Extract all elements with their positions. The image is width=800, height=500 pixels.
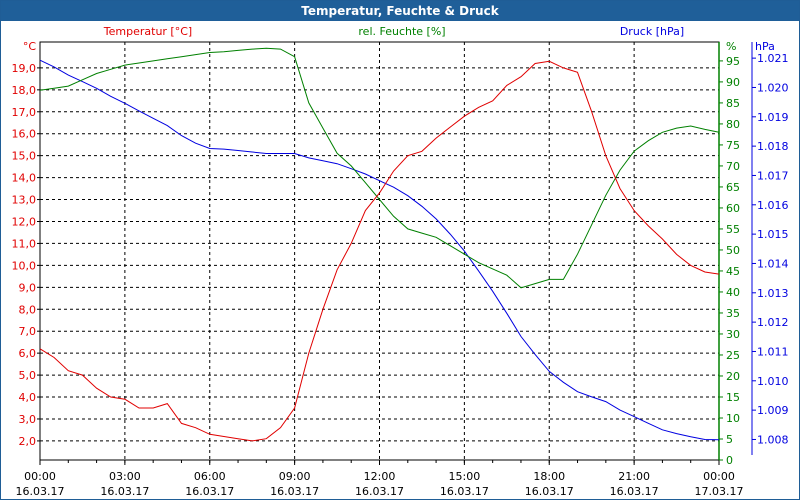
humidity-tick-label: 50 bbox=[726, 244, 740, 257]
humidity-tick-label: 40 bbox=[726, 286, 740, 299]
humidity-line bbox=[39, 47, 720, 289]
temp-tick-label: 13,0 bbox=[12, 194, 37, 207]
temp-tick-label: 14,0 bbox=[12, 172, 37, 185]
pressure-tick-label: 1.019 bbox=[757, 111, 789, 124]
humidity-unit: % bbox=[726, 40, 736, 53]
pressure-tick-label: 1.016 bbox=[757, 199, 789, 212]
x-tick-date: 16.03.17 bbox=[270, 485, 319, 498]
pressure-tick-label: 1.008 bbox=[757, 433, 789, 446]
humidity-tick-label: 20 bbox=[726, 370, 740, 383]
temp-tick-label: 11,0 bbox=[12, 237, 37, 250]
humidity-tick-label: 30 bbox=[726, 328, 740, 341]
x-tick-date: 16.03.17 bbox=[525, 485, 574, 498]
temperature-line bbox=[39, 60, 720, 442]
humidity-tick-label: 60 bbox=[726, 202, 740, 215]
temp-tick-label: 2,0 bbox=[19, 435, 37, 448]
x-tick-time: 12:00 bbox=[364, 470, 396, 483]
x-tick-time: 03:00 bbox=[109, 470, 141, 483]
humidity-tick-label: 0 bbox=[726, 454, 733, 467]
x-tick-date: 16.03.17 bbox=[16, 485, 65, 498]
humidity-tick-label: 45 bbox=[726, 265, 740, 278]
x-tick-time: 00:00 bbox=[703, 470, 735, 483]
x-tick-time: 09:00 bbox=[279, 470, 311, 483]
x-tick-time: 00:00 bbox=[24, 470, 56, 483]
temp-tick-label: 6,0 bbox=[19, 347, 37, 360]
pressure-tick-label: 1.010 bbox=[757, 375, 789, 388]
temp-tick-label: 16,0 bbox=[12, 128, 37, 141]
x-tick-date: 16.03.17 bbox=[100, 485, 149, 498]
temp-tick-label: 9,0 bbox=[19, 281, 37, 294]
pressure-unit: hPa bbox=[755, 40, 775, 53]
pressure-tick-label: 1.017 bbox=[757, 169, 789, 182]
x-tick-date: 17.03.17 bbox=[695, 485, 744, 498]
temp-tick-label: 18,0 bbox=[12, 84, 37, 97]
temp-tick-label: 7,0 bbox=[19, 325, 37, 338]
pressure-tick-label: 1.015 bbox=[757, 228, 789, 241]
humidity-tick-label: 5 bbox=[726, 433, 733, 446]
humidity-tick-label: 65 bbox=[726, 181, 740, 194]
temp-tick-label: 4,0 bbox=[19, 391, 37, 404]
x-tick-date: 16.03.17 bbox=[185, 485, 234, 498]
pressure-tick-label: 1.009 bbox=[757, 404, 789, 417]
legend-temperature: Temperatur [°C] bbox=[103, 25, 192, 38]
humidity-tick-label: 75 bbox=[726, 139, 740, 152]
humidity-tick-label: 70 bbox=[726, 160, 740, 173]
x-tick-time: 06:00 bbox=[194, 470, 226, 483]
temp-tick-label: 12,0 bbox=[12, 215, 37, 228]
humidity-tick-label: 25 bbox=[726, 349, 740, 362]
window-title: Temperatur, Feuchte & Druck bbox=[1, 1, 799, 21]
pressure-tick-label: 1.020 bbox=[757, 81, 789, 94]
pressure-tick-label: 1.012 bbox=[757, 316, 789, 329]
pressure-tick-label: 1.021 bbox=[757, 52, 789, 65]
humidity-tick-label: 15 bbox=[726, 391, 740, 404]
humidity-tick-label: 90 bbox=[726, 76, 740, 89]
pressure-tick-label: 1.011 bbox=[757, 345, 789, 358]
x-tick-time: 21:00 bbox=[618, 470, 650, 483]
legend-pressure: Druck [hPa] bbox=[620, 25, 684, 38]
x-tick-time: 18:00 bbox=[533, 470, 565, 483]
humidity-tick-label: 10 bbox=[726, 412, 740, 425]
temp-tick-label: 5,0 bbox=[19, 369, 37, 382]
temp-tick-label: 10,0 bbox=[12, 259, 37, 272]
temp-unit: °C bbox=[23, 40, 37, 53]
humidity-tick-label: 80 bbox=[726, 118, 740, 131]
x-tick-time: 15:00 bbox=[449, 470, 481, 483]
humidity-tick-label: 95 bbox=[726, 55, 740, 68]
humidity-tick-label: 35 bbox=[726, 307, 740, 320]
pressure-line bbox=[39, 59, 720, 441]
x-tick-date: 16.03.17 bbox=[610, 485, 659, 498]
temp-tick-label: 15,0 bbox=[12, 150, 37, 163]
pressure-tick-label: 1.018 bbox=[757, 140, 789, 153]
legend-humidity: rel. Feuchte [%] bbox=[358, 25, 445, 38]
temp-tick-label: 17,0 bbox=[12, 106, 37, 119]
temp-tick-label: 19,0 bbox=[12, 62, 37, 75]
temp-tick-label: 3,0 bbox=[19, 413, 37, 426]
pressure-tick-label: 1.014 bbox=[757, 257, 789, 270]
x-tick-date: 16.03.17 bbox=[440, 485, 489, 498]
humidity-tick-label: 85 bbox=[726, 97, 740, 110]
temp-tick-label: 8,0 bbox=[19, 303, 37, 316]
humidity-tick-label: 55 bbox=[726, 223, 740, 236]
x-tick-date: 16.03.17 bbox=[355, 485, 404, 498]
pressure-tick-label: 1.013 bbox=[757, 287, 789, 300]
